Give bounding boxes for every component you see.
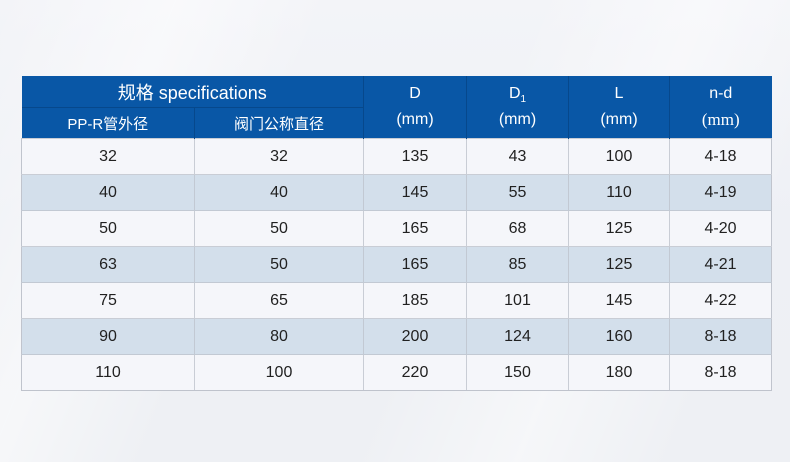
table-row: 50 50 165 68 125 4-20 <box>21 210 772 247</box>
table-cell: 110 <box>21 354 195 391</box>
subcolumn-header-valve-dn: 阀门公称直径 <box>194 107 364 139</box>
table-cell: 150 <box>466 354 569 391</box>
column-header-nd: n-d (mm) <box>669 76 772 139</box>
table-cell: 124 <box>466 318 569 355</box>
table-cell: 145 <box>568 282 670 319</box>
table-cell: 32 <box>21 138 195 175</box>
column-header-d1: D1 (mm) <box>466 76 569 139</box>
table-cell: 125 <box>568 210 670 247</box>
table-cell: 90 <box>21 318 195 355</box>
table-cell: 4-20 <box>669 210 772 247</box>
table-cell: 125 <box>568 246 670 283</box>
column-header-d1-symbol: D1 <box>508 85 527 105</box>
table-cell: 101 <box>466 282 569 319</box>
table-cell: 50 <box>194 246 364 283</box>
column-header-l-symbol: L <box>614 85 624 102</box>
table-cell: 145 <box>363 174 467 211</box>
group-header-specifications: 规格 specifications <box>21 76 364 108</box>
header-row-group: 规格 specifications D (mm) D1 (mm) L (mm) … <box>21 76 772 139</box>
table-row: 63 50 165 85 125 4-21 <box>21 246 772 283</box>
table-cell: 8-18 <box>669 354 772 391</box>
table-cell: 55 <box>466 174 569 211</box>
subcolumn-header-pipe-od: PP-R管外径 <box>21 107 195 139</box>
table-cell: 200 <box>363 318 467 355</box>
table-cell: 43 <box>466 138 569 175</box>
table-cell: 68 <box>466 210 569 247</box>
table-row: 90 80 200 124 160 8-18 <box>21 318 772 355</box>
table-cell: 180 <box>568 354 670 391</box>
table-cell: 4-21 <box>669 246 772 283</box>
table-cell: 65 <box>194 282 364 319</box>
table-body: 32 32 135 43 100 4-18 40 40 145 55 110 4… <box>21 138 772 391</box>
table-cell: 32 <box>194 138 364 175</box>
table-cell: 4-22 <box>669 282 772 319</box>
table-row: 40 40 145 55 110 4-19 <box>21 174 772 211</box>
table-cell: 100 <box>568 138 670 175</box>
table-row: 75 65 185 101 145 4-22 <box>21 282 772 319</box>
table-cell: 80 <box>194 318 364 355</box>
column-header-nd-unit: (mm) <box>701 110 740 129</box>
table-header: 规格 specifications D (mm) D1 (mm) L (mm) … <box>21 76 772 139</box>
column-header-l: L (mm) <box>568 76 670 139</box>
column-header-d-symbol: D <box>409 85 421 102</box>
table-cell: 135 <box>363 138 467 175</box>
table-row: 32 32 135 43 100 4-18 <box>21 138 772 175</box>
table-cell: 85 <box>466 246 569 283</box>
column-header-l-unit: (mm) <box>600 111 638 128</box>
table-cell: 165 <box>363 246 467 283</box>
column-header-d1-unit: (mm) <box>498 111 537 128</box>
table-cell: 185 <box>363 282 467 319</box>
table-cell: 50 <box>21 210 195 247</box>
header-row-sub: PP-R管外径 阀门公称直径 <box>21 107 772 139</box>
column-header-d-unit: (mm) <box>396 111 434 128</box>
specifications-table: 规格 specifications D (mm) D1 (mm) L (mm) … <box>21 76 772 391</box>
table-cell: 50 <box>194 210 364 247</box>
table-cell: 40 <box>194 174 364 211</box>
table-cell: 40 <box>21 174 195 211</box>
column-header-nd-symbol: n-d <box>709 85 733 102</box>
table-row: 110 100 220 150 180 8-18 <box>21 354 772 391</box>
group-header-label: 规格 specifications <box>117 82 267 103</box>
table-cell: 63 <box>21 246 195 283</box>
table-cell: 100 <box>194 354 364 391</box>
table-cell: 110 <box>568 174 670 211</box>
table-cell: 165 <box>363 210 467 247</box>
table-cell: 75 <box>21 282 195 319</box>
column-header-d: D (mm) <box>363 76 467 139</box>
table-cell: 160 <box>568 318 670 355</box>
table-cell: 4-18 <box>669 138 772 175</box>
table-cell: 4-19 <box>669 174 772 211</box>
table-cell: 8-18 <box>669 318 772 355</box>
table-cell: 220 <box>363 354 467 391</box>
